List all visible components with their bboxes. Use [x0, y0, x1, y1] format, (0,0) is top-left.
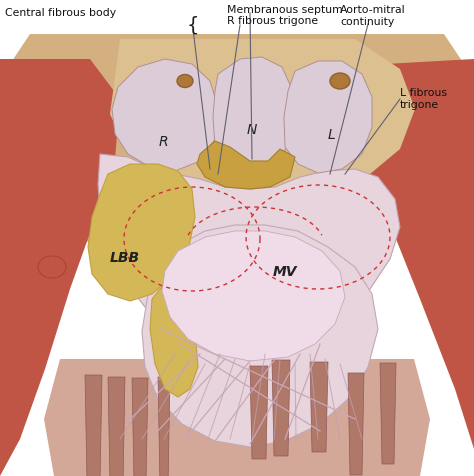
Text: R: R [158, 135, 168, 149]
Polygon shape [142, 226, 378, 447]
Polygon shape [310, 377, 328, 476]
Text: Aorto-mitral
continuity: Aorto-mitral continuity [340, 5, 406, 27]
Polygon shape [88, 165, 195, 301]
Text: Central fibrous body: Central fibrous body [5, 8, 116, 18]
Polygon shape [348, 354, 364, 454]
Polygon shape [0, 35, 474, 249]
Polygon shape [0, 60, 120, 476]
Text: R fibrous trigone: R fibrous trigone [227, 16, 318, 26]
Polygon shape [85, 374, 102, 476]
Text: MV: MV [273, 265, 297, 278]
Polygon shape [132, 376, 148, 474]
Polygon shape [158, 367, 170, 474]
Text: {: { [187, 16, 199, 35]
Polygon shape [197, 142, 295, 189]
Ellipse shape [330, 74, 350, 90]
Polygon shape [110, 40, 415, 208]
Text: L fibrous
trigone: L fibrous trigone [400, 88, 447, 109]
Polygon shape [272, 371, 290, 476]
Polygon shape [360, 60, 474, 449]
Text: LBB: LBB [110, 250, 140, 265]
Polygon shape [112, 60, 218, 172]
Polygon shape [213, 58, 295, 169]
Polygon shape [284, 62, 372, 174]
Polygon shape [250, 358, 268, 456]
Text: Membranous septum: Membranous septum [227, 5, 343, 15]
Text: N: N [247, 123, 257, 137]
Text: L: L [328, 128, 336, 142]
Polygon shape [108, 371, 125, 476]
Ellipse shape [38, 257, 66, 278]
Ellipse shape [177, 75, 193, 89]
Polygon shape [150, 279, 198, 397]
Polygon shape [44, 359, 430, 476]
Polygon shape [162, 231, 345, 361]
Polygon shape [380, 378, 396, 474]
Polygon shape [98, 155, 400, 349]
